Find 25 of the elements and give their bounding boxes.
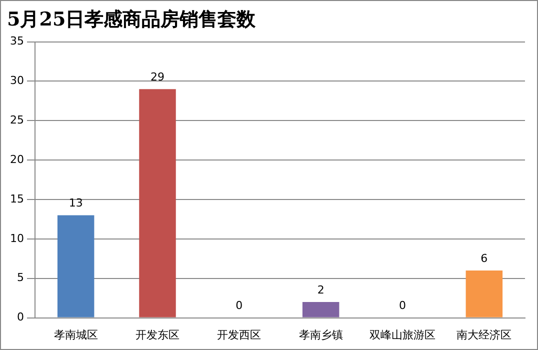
y-tick-label: 10 — [10, 232, 24, 245]
y-tick-label: 20 — [10, 152, 24, 166]
data-label: 6 — [480, 252, 488, 265]
bar — [57, 215, 94, 318]
y-tick-label: 35 — [10, 34, 24, 48]
y-tick-label: 25 — [10, 114, 24, 127]
x-tick-label: 孝南城区 — [54, 328, 98, 342]
data-label: 13 — [68, 196, 83, 210]
data-label: 0 — [399, 299, 406, 312]
bar — [139, 89, 176, 318]
x-tick-label: 开发东区 — [136, 328, 180, 342]
data-label: 2 — [317, 283, 324, 296]
data-label: 0 — [236, 299, 243, 312]
x-tick-label: 孝南乡镇 — [298, 328, 343, 342]
chart-title: 5月25日孝感商品房销售套数 — [7, 8, 257, 30]
x-tick-label: 双峰山旅游区 — [370, 328, 436, 342]
bar — [466, 270, 503, 318]
y-tick-label: 15 — [10, 192, 24, 206]
y-tick-label: 30 — [10, 74, 24, 88]
x-tick-label: 开发西区 — [217, 328, 262, 342]
x-tick-label: 南大经济区 — [456, 328, 512, 342]
data-label: 29 — [150, 70, 164, 84]
y-tick-label: 5 — [16, 271, 24, 284]
bar — [302, 302, 340, 318]
y-tick-label: 0 — [16, 310, 24, 324]
